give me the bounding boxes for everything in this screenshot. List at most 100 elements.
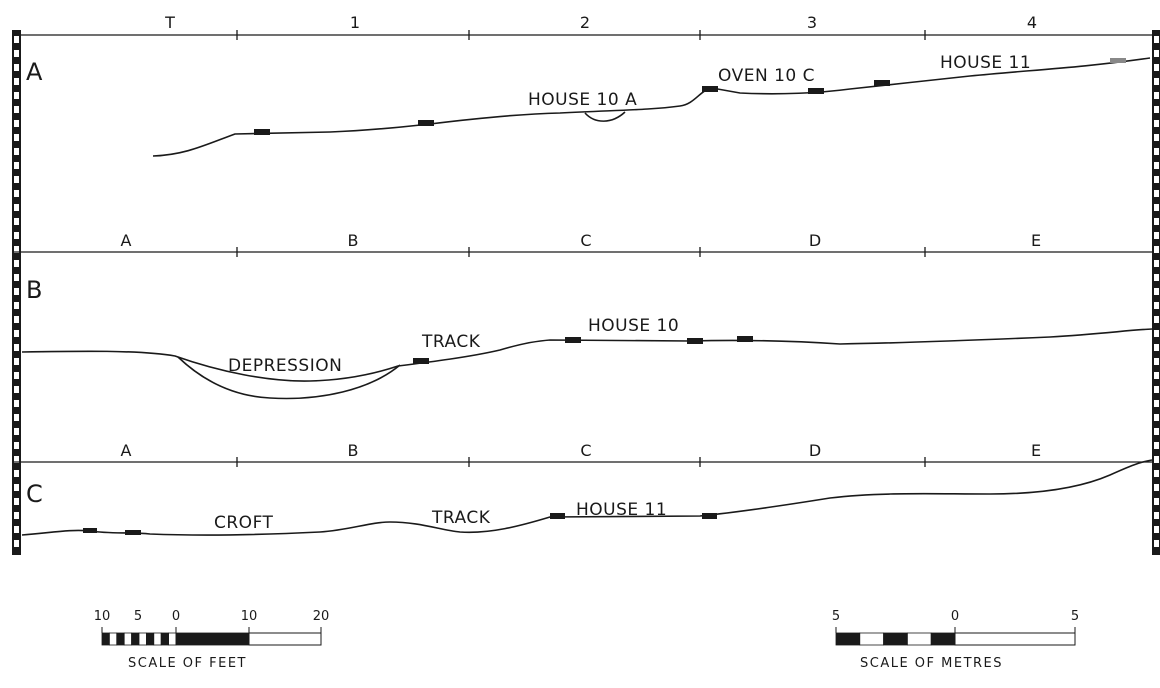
strip-hole bbox=[1154, 400, 1159, 407]
feature-label: HOUSE 11 bbox=[576, 500, 667, 520]
depression-lower bbox=[177, 356, 401, 400]
strip-hole bbox=[1154, 526, 1159, 533]
strip-hole bbox=[1154, 232, 1159, 239]
grid-label: 4 bbox=[1027, 13, 1037, 32]
strip-hole bbox=[14, 470, 19, 477]
strip-hole bbox=[1154, 498, 1159, 505]
marker-block bbox=[550, 513, 565, 519]
strip-hole bbox=[1154, 148, 1159, 155]
right-border-strip bbox=[1152, 30, 1160, 555]
strip-hole bbox=[1154, 218, 1159, 225]
strip-hole bbox=[14, 330, 19, 337]
scale-segment bbox=[145, 632, 155, 646]
section-c-label: C bbox=[26, 480, 43, 508]
strip-hole bbox=[1154, 386, 1159, 393]
grid-label: 1 bbox=[350, 13, 360, 32]
feature-label: TRACK bbox=[421, 332, 481, 352]
strip-hole bbox=[1154, 50, 1159, 57]
strip-hole bbox=[1154, 134, 1159, 141]
feature-label: HOUSE 10 bbox=[588, 316, 679, 336]
grid-label: E bbox=[1031, 441, 1041, 460]
grid-label: E bbox=[1031, 231, 1041, 250]
grid-label: C bbox=[580, 231, 591, 250]
feet-scale-bar bbox=[101, 627, 322, 646]
strip-hole bbox=[1154, 162, 1159, 169]
grid-label: D bbox=[809, 231, 821, 250]
metres-scale-caption: SCALE OF METRES bbox=[860, 656, 1003, 671]
scale-segment bbox=[131, 632, 140, 646]
strip-hole bbox=[14, 36, 19, 43]
grid-label: A bbox=[121, 231, 132, 250]
strip-hole bbox=[1154, 484, 1159, 491]
strip-hole bbox=[1154, 470, 1159, 477]
grid-label: D bbox=[809, 441, 821, 460]
feature-label: HOUSE 11 bbox=[940, 53, 1031, 73]
scale-tick-label: 0 bbox=[951, 609, 959, 624]
strip-hole bbox=[1154, 540, 1159, 547]
section-c: C A B C D E CROFT TRACK HOUSE 11 bbox=[21, 441, 1153, 536]
strip-hole bbox=[14, 414, 19, 421]
grid-label: A bbox=[121, 441, 132, 460]
strip-hole bbox=[14, 498, 19, 505]
left-border-strip bbox=[12, 30, 21, 555]
strip-hole bbox=[1154, 120, 1159, 127]
grid-label: 3 bbox=[807, 13, 817, 32]
scale-segment bbox=[248, 632, 322, 646]
grid-label: B bbox=[348, 231, 359, 250]
scale-segment bbox=[116, 632, 125, 646]
strip-hole bbox=[14, 92, 19, 99]
strip-hole bbox=[1154, 512, 1159, 519]
strip-hole bbox=[14, 232, 19, 239]
strip-hole bbox=[14, 134, 19, 141]
strip-hole bbox=[14, 64, 19, 71]
strip-hole bbox=[14, 176, 19, 183]
strip-hole bbox=[1154, 442, 1159, 449]
ground-profile-b bbox=[21, 328, 1153, 382]
strip-hole bbox=[1154, 246, 1159, 253]
marker-block bbox=[1110, 58, 1126, 63]
strip-hole bbox=[1154, 64, 1159, 71]
strip-hole bbox=[14, 456, 19, 463]
marker-block bbox=[737, 336, 753, 342]
scale-of-metres: 5 0 5 SCALE OF METRES bbox=[832, 609, 1079, 671]
scale-segment bbox=[101, 632, 110, 646]
grid-label: C bbox=[580, 441, 591, 460]
scale-segment bbox=[954, 632, 1076, 646]
metres-scale-bar bbox=[835, 627, 1076, 646]
marker-block bbox=[418, 120, 434, 126]
ground-profile-a bbox=[152, 57, 1151, 157]
feature-label: TRACK bbox=[431, 508, 491, 528]
strip-hole bbox=[14, 316, 19, 323]
marker-block bbox=[413, 358, 429, 364]
strip-hole bbox=[14, 120, 19, 127]
strip-hole bbox=[14, 540, 19, 547]
strip-hole bbox=[14, 106, 19, 113]
feature-label: HOUSE 10 A bbox=[528, 90, 637, 110]
strip-hole bbox=[1154, 260, 1159, 267]
strip-hole bbox=[14, 512, 19, 519]
strip-hole bbox=[1154, 204, 1159, 211]
strip-hole bbox=[1154, 330, 1159, 337]
strip-hole bbox=[1154, 414, 1159, 421]
strip-hole bbox=[14, 372, 19, 379]
strip-hole bbox=[14, 162, 19, 169]
strip-hole bbox=[1154, 36, 1159, 43]
feature-label: CROFT bbox=[214, 513, 274, 533]
marker-block bbox=[125, 530, 141, 535]
strip-hole bbox=[14, 274, 19, 281]
grid-label: 2 bbox=[580, 13, 590, 32]
marker-block bbox=[808, 88, 824, 94]
scale-tick-label: 0 bbox=[172, 609, 180, 624]
strip-hole bbox=[14, 428, 19, 435]
scale-segment bbox=[153, 632, 162, 646]
strip-hole bbox=[14, 386, 19, 393]
section-a-label: A bbox=[26, 58, 43, 86]
marker-block bbox=[254, 129, 270, 135]
strip-hole bbox=[1154, 428, 1159, 435]
scale-tick-label: 20 bbox=[313, 609, 330, 624]
pit-10a bbox=[584, 111, 626, 122]
grid-label: B bbox=[348, 441, 359, 460]
strip-hole bbox=[1154, 358, 1159, 365]
scale-segment bbox=[835, 632, 861, 646]
